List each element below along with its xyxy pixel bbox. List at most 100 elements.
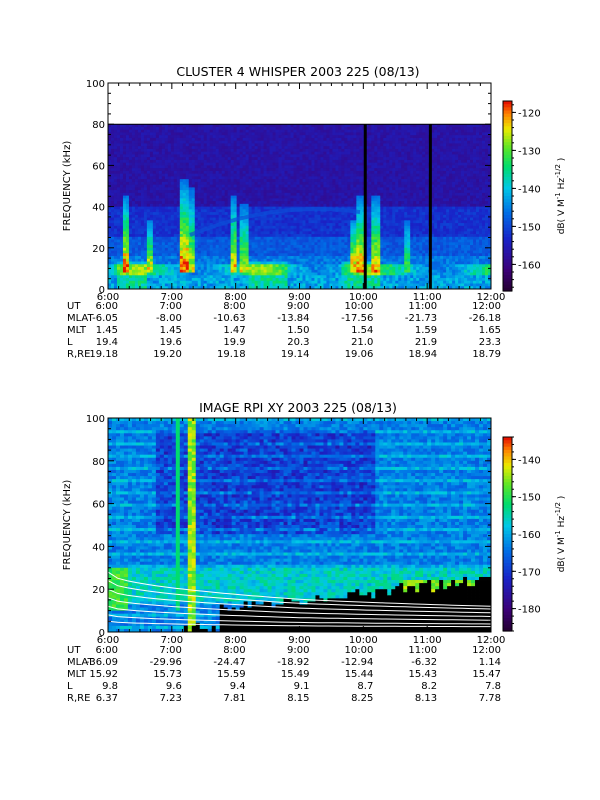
spectrogram-cell bbox=[233, 258, 238, 262]
spectrogram-cell bbox=[218, 206, 223, 210]
spectrogram-cell bbox=[161, 269, 166, 273]
spectrogram-cell bbox=[350, 124, 354, 128]
spectrogram-cell bbox=[194, 181, 199, 186]
spectrogram-cell bbox=[116, 283, 121, 287]
spectrogram-cell bbox=[131, 143, 136, 147]
spectrogram-cell bbox=[248, 148, 253, 153]
spectrogram-cell bbox=[146, 280, 151, 284]
spectrogram-cell bbox=[137, 234, 142, 238]
spectrogram-cell bbox=[137, 283, 142, 287]
spectrogram-cell bbox=[224, 234, 229, 238]
spectrogram-cell bbox=[116, 165, 121, 169]
spectrogram-cell bbox=[119, 165, 124, 169]
spectrogram-cell bbox=[140, 223, 145, 227]
spectrogram-cell bbox=[149, 173, 154, 177]
spectrogram-cell bbox=[188, 280, 193, 284]
spectrogram-cell bbox=[224, 223, 229, 227]
spectrogram-cell bbox=[296, 151, 300, 155]
spectrogram-cell bbox=[215, 261, 220, 265]
spectrogram-cell bbox=[293, 239, 297, 243]
spectrogram-cell bbox=[275, 192, 279, 197]
spectrogram-cell bbox=[323, 187, 327, 191]
spectrogram-cell bbox=[167, 195, 172, 199]
spectrogram-cell bbox=[227, 272, 232, 276]
spectrogram-cell bbox=[212, 168, 217, 172]
spectrogram-cell bbox=[116, 247, 121, 251]
spectrogram-cell bbox=[284, 124, 288, 128]
spectrogram-cell bbox=[108, 126, 112, 131]
spectrogram-cell bbox=[110, 126, 115, 131]
spectrogram-cell bbox=[254, 179, 259, 183]
spectrogram-cell bbox=[311, 253, 315, 257]
spectrogram-cell bbox=[269, 198, 273, 202]
spectrogram-cell bbox=[209, 198, 214, 202]
spectrogram-cell bbox=[200, 173, 205, 177]
spectrogram-cell bbox=[272, 236, 276, 240]
spectrogram-cell bbox=[170, 187, 175, 191]
spectrogram-cell bbox=[347, 129, 351, 133]
spectrogram-cell bbox=[191, 184, 196, 188]
spectrogram-cell bbox=[110, 165, 115, 169]
spectrogram-cell bbox=[284, 223, 288, 227]
spectrogram-cell bbox=[179, 283, 184, 287]
spectrogram-cell bbox=[158, 190, 163, 194]
spectrogram-cell bbox=[245, 148, 250, 153]
spectrogram-cell bbox=[140, 250, 145, 254]
spectrogram-cell bbox=[272, 272, 276, 276]
spectrogram-cell bbox=[302, 261, 306, 265]
spectrogram-cell bbox=[203, 140, 208, 144]
spectrogram-cell bbox=[323, 168, 327, 172]
spectrogram-cell bbox=[191, 267, 196, 271]
spectrogram-cell bbox=[275, 143, 279, 147]
spectrogram-cell bbox=[353, 148, 357, 153]
spectrogram-cell bbox=[215, 124, 220, 128]
spectrogram-cell bbox=[284, 214, 288, 218]
spectrogram-cell bbox=[182, 286, 187, 290]
spectrogram-cell bbox=[341, 137, 345, 142]
spectrogram-cell bbox=[248, 170, 253, 175]
spectrogram-cell bbox=[227, 228, 232, 232]
spectrogram-cell bbox=[194, 220, 199, 224]
spectrogram-cell bbox=[254, 209, 259, 213]
spectrogram-cell bbox=[110, 162, 115, 166]
spectrogram-cell bbox=[314, 176, 318, 180]
spectrogram-cell bbox=[155, 236, 160, 240]
spectrogram-cell bbox=[164, 195, 169, 199]
spectrogram-cell bbox=[257, 187, 261, 191]
spectrogram-cell bbox=[137, 176, 142, 180]
spectrogram-cell bbox=[170, 231, 175, 235]
spectrogram-cell bbox=[110, 129, 115, 133]
spectrogram-cell bbox=[128, 195, 133, 199]
spectrogram-cell bbox=[320, 280, 324, 284]
spectrogram-cell bbox=[173, 247, 178, 251]
spectrogram-cell bbox=[158, 154, 163, 158]
spectrogram-cell bbox=[338, 124, 342, 128]
spectrogram-cell bbox=[164, 135, 169, 139]
spectrogram-cell bbox=[203, 247, 208, 251]
spectrogram-cell bbox=[341, 250, 345, 254]
spectrogram-cell bbox=[305, 286, 309, 290]
spectrogram-cell bbox=[227, 206, 232, 210]
spectrogram-cell bbox=[353, 124, 357, 128]
spectrogram-cell bbox=[296, 187, 300, 191]
spectrogram-cell bbox=[308, 250, 312, 254]
spectrogram-cell bbox=[281, 228, 285, 232]
spectrogram-cell bbox=[344, 256, 348, 260]
spectrogram-cell bbox=[284, 269, 288, 273]
spectrogram-cell bbox=[266, 173, 270, 177]
spectrogram-cell bbox=[116, 140, 121, 144]
spectrogram-cell bbox=[335, 159, 339, 164]
spectrogram-cell bbox=[128, 239, 133, 243]
spectrogram-cell bbox=[170, 154, 175, 158]
spectrogram-cell bbox=[251, 195, 256, 199]
spectrogram-cell bbox=[224, 201, 229, 205]
spectrogram-cell bbox=[314, 278, 318, 282]
spectrogram-cell bbox=[284, 234, 288, 238]
spectrogram-cell bbox=[188, 146, 193, 150]
spectrogram-cell bbox=[185, 258, 190, 262]
spectrogram-cell bbox=[110, 154, 115, 158]
spectrogram-cell bbox=[320, 264, 324, 268]
spectrogram-cell bbox=[296, 278, 300, 282]
spectrogram-cell bbox=[128, 187, 133, 191]
spectrogram-cell bbox=[146, 181, 151, 186]
